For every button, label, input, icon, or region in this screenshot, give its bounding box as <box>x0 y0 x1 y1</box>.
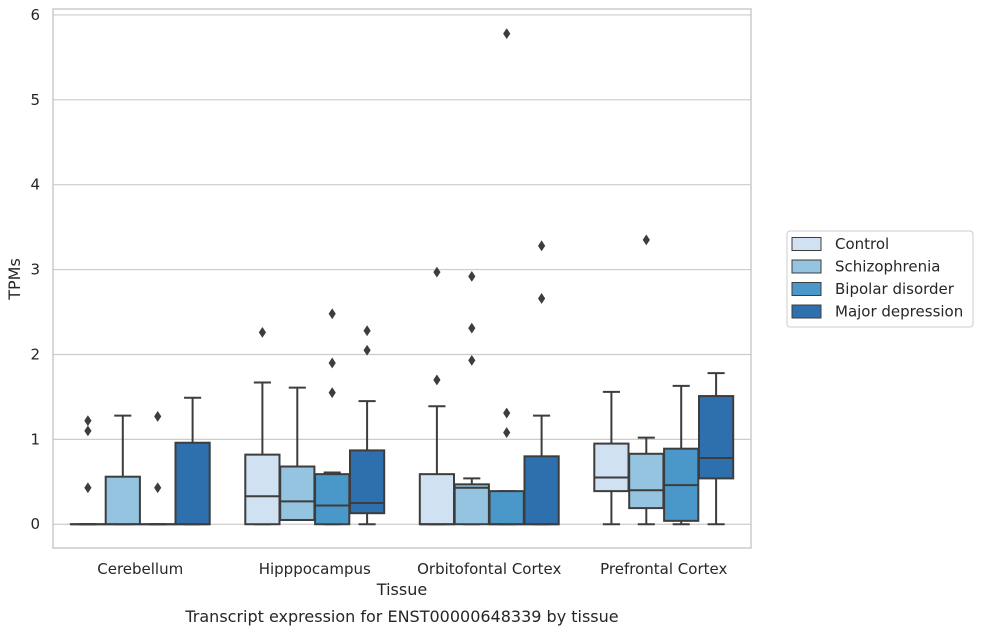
legend-swatch <box>792 283 821 296</box>
outlier-point <box>433 267 440 278</box>
box-plot <box>490 28 524 524</box>
box-plot <box>420 267 454 524</box>
box-plot <box>699 373 733 524</box>
box-plot <box>141 411 175 524</box>
legend-item: Schizophrenia <box>792 258 940 276</box>
box <box>594 444 628 492</box>
box <box>315 474 349 524</box>
outlier-point <box>468 323 475 334</box>
box <box>490 491 524 524</box>
box-plot <box>315 308 349 524</box>
outlier-point <box>643 234 650 245</box>
y-tick-label: 0 <box>30 515 40 533</box>
legend-swatch <box>792 260 821 273</box>
y-tick-label: 2 <box>30 345 40 363</box>
box-plot <box>71 415 105 524</box>
outlier-point <box>503 408 510 419</box>
legend-item: Bipolar disorder <box>792 280 955 298</box>
legend-label: Control <box>835 235 889 253</box>
x-tick-label: Orbitofontal Cortex <box>417 560 561 578</box>
legend-item: Control <box>792 235 889 253</box>
box <box>455 484 489 524</box>
box-plot <box>245 327 279 524</box>
x-tick-label: Cerebellum <box>97 560 183 578</box>
outlier-point <box>329 358 336 369</box>
outlier-point <box>259 327 266 338</box>
box <box>245 455 279 525</box>
box-plot <box>524 240 558 524</box>
outlier-point <box>503 28 510 39</box>
x-tick-label: Hipppocampus <box>259 560 371 578</box>
box <box>280 467 314 520</box>
box <box>699 396 733 478</box>
outlier-point <box>84 425 91 436</box>
outlier-point <box>329 308 336 319</box>
x-tick-label: Prefrontal Cortex <box>600 560 727 578</box>
box-plot <box>350 325 384 524</box>
outlier-point <box>84 482 91 493</box>
legend-label: Bipolar disorder <box>835 280 955 298</box>
y-tick-label: 4 <box>30 176 40 194</box>
box-plot <box>594 392 628 524</box>
box <box>524 456 558 524</box>
box <box>629 454 663 508</box>
outlier-point <box>538 240 545 251</box>
legend-swatch <box>792 238 821 251</box>
y-axis-label: TPMs <box>5 258 24 301</box>
outlier-point <box>433 375 440 386</box>
box <box>420 474 454 524</box>
outlier-point <box>154 411 161 422</box>
outlier-point <box>84 415 91 426</box>
legend-swatch <box>792 305 821 318</box>
x-axis-label: Tissue <box>376 580 427 599</box>
box <box>106 477 140 525</box>
box-plot <box>280 388 314 520</box>
outlier-point <box>468 355 475 366</box>
box-plot <box>455 271 489 524</box>
y-tick-label: 5 <box>30 91 40 109</box>
legend-label: Schizophrenia <box>835 258 940 276</box>
outlier-point <box>364 325 371 336</box>
y-tick-label: 1 <box>30 430 40 448</box>
legend-item: Major depression <box>792 303 963 321</box>
box-plot <box>664 386 698 524</box>
y-tick-label: 3 <box>30 261 40 279</box>
outlier-point <box>503 427 510 438</box>
box-plot <box>629 234 663 524</box>
outlier-point <box>329 387 336 398</box>
outlier-point <box>154 482 161 493</box>
box-plot <box>106 416 140 525</box>
outlier-point <box>468 271 475 282</box>
y-tick-label: 6 <box>30 6 40 24</box>
outlier-point <box>538 293 545 304</box>
legend: Control Schizophrenia Bipolar disorder Majo… <box>787 231 973 327</box>
chart-title: Transcript expression for ENST0000064833… <box>184 607 618 626</box>
legend-label: Major depression <box>835 303 963 321</box>
box <box>175 443 209 524</box>
box-plot <box>175 398 209 524</box>
